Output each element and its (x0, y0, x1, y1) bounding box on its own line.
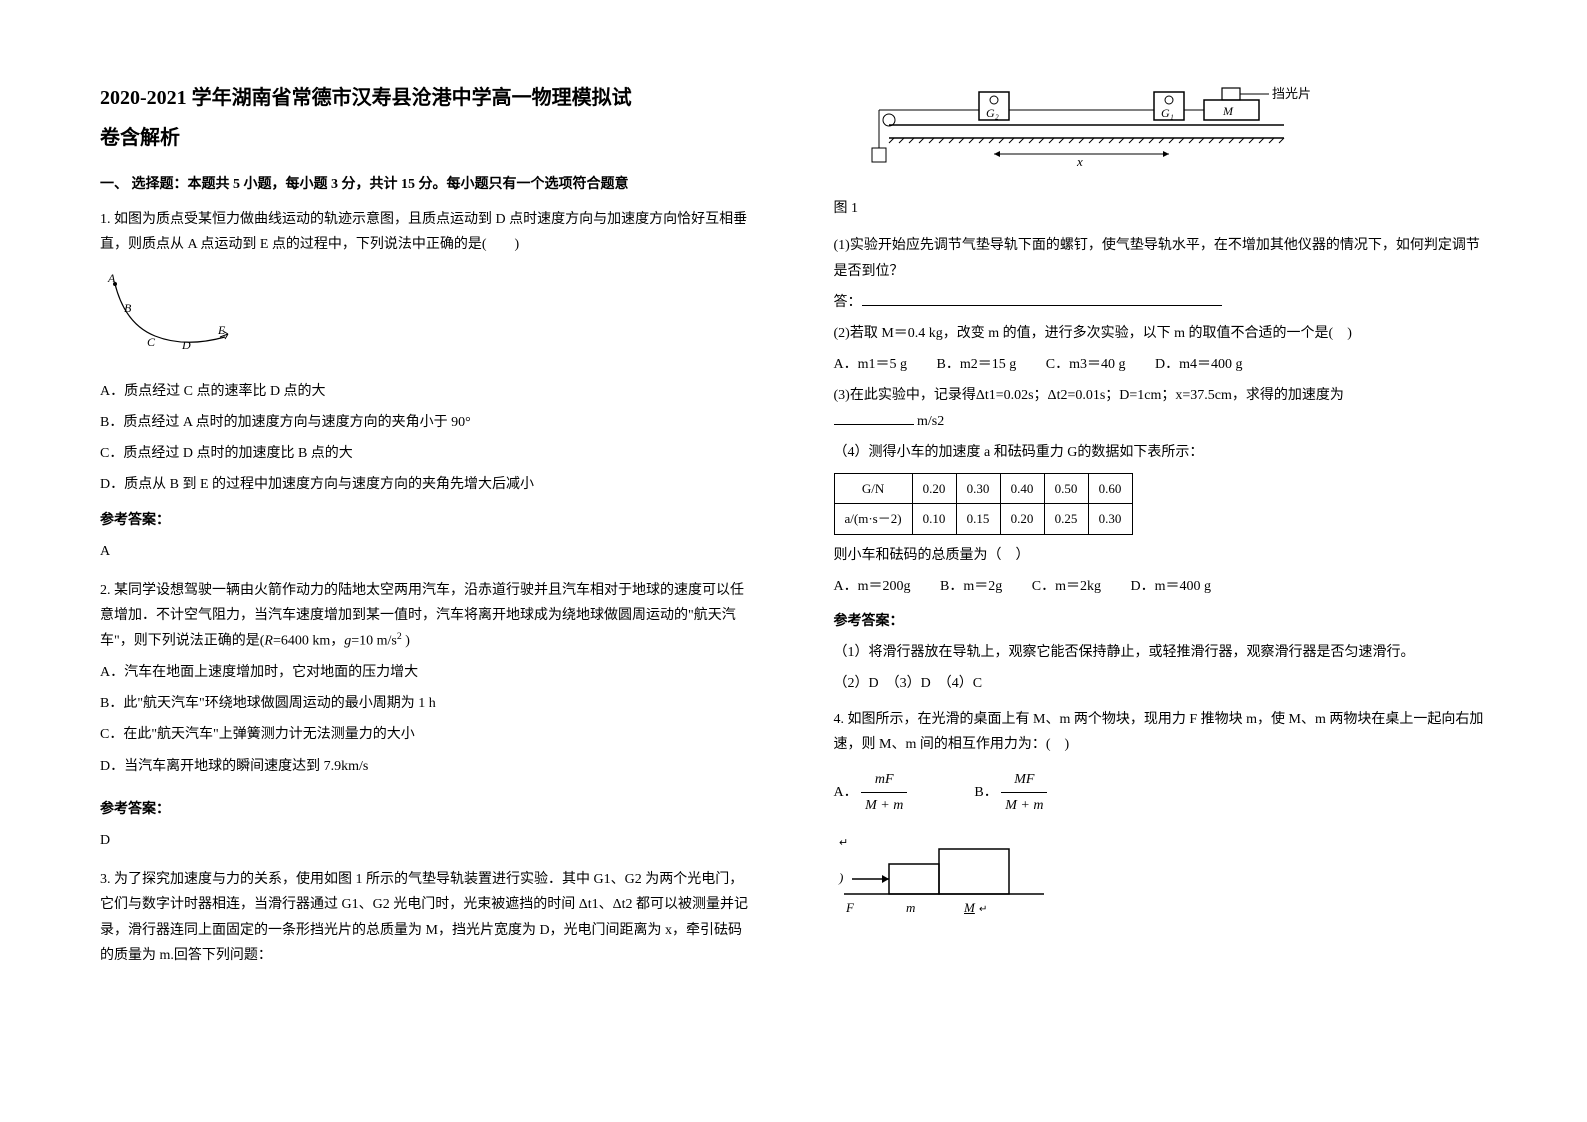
svg-text:M: M (963, 900, 976, 914)
title-line-2: 卷含解析 (100, 120, 754, 156)
q3-p3: (3)在此实验中，记录得Δt1=0.02s；Δt2=0.01s；D=1cm；x=… (834, 383, 1488, 433)
q2-opt-b: B．此"航天汽车"环绕地球做圆周运动的最小周期为 1 h (100, 691, 754, 716)
q3-figure: G₂ G₁ M 挡光片 x (834, 80, 1488, 184)
q1-opt-c: C．质点经过 D 点时的加速度比 B 点的大 (100, 441, 754, 466)
q1-answer-label: 参考答案： (100, 508, 754, 533)
q2-answer: D (100, 828, 754, 853)
q3-data-table: G/N 0.20 0.30 0.40 0.50 0.60 a/(m·s－2) 0… (834, 473, 1133, 535)
q2-opt-c: C．在此"航天汽车"上弹簧测力计无法测量力的大小 (100, 722, 754, 747)
svg-text:): ) (838, 870, 843, 885)
svg-text:M: M (1222, 104, 1234, 118)
question-3-stem: 3. 为了探究加速度与力的关系，使用如图 1 所示的气垫导轨装置进行实验．其中 … (100, 867, 754, 968)
q3-p1: (1)实验开始应先调节气垫导轨下面的螺钉，使气垫导轨水平，在不增加其他仪器的情况… (834, 233, 1488, 283)
q1-stem: 1. 如图为质点受某恒力做曲线运动的轨迹示意图，且质点运动到 D 点时速度方向与… (100, 207, 754, 257)
svg-text:G₂: G₂ (986, 106, 999, 120)
svg-text:m: m (906, 900, 915, 914)
q3-p2-options: A．m1＝5 g B．m2＝15 g C．m3＝40 g D．m4＝400 g (834, 352, 1488, 377)
right-column: G₂ G₁ M 挡光片 x 图 1 (1)实验开始应先调节气垫导轨下面的螺钉，使… (824, 80, 1488, 1082)
q3-p2: (2)若取 M＝0.4 kg，改变 m 的值，进行多次实验，以下 m 的取值不合… (834, 321, 1488, 346)
q3-p4-options: A．m＝200g B．m＝2g C．m＝2kg D．m＝400 g (834, 574, 1488, 599)
q2-opt-d: D．当汽车离开地球的瞬间速度达到 7.9km/s (100, 754, 754, 779)
svg-text:C: C (147, 335, 156, 349)
q3-p4: （4）测得小车的加速度 a 和砝码重力 G的数据如下表所示： (834, 440, 1488, 465)
q4-options-ab: A． mFM + m B． MFM + m (834, 767, 1488, 818)
q3-stem: 3. 为了探究加速度与力的关系，使用如图 1 所示的气垫导轨装置进行实验．其中 … (100, 867, 754, 968)
q1-opt-d: D．质点从 B 到 E 的过程中加速度方向与速度方向的夹角先增大后减小 (100, 472, 754, 497)
svg-text:x: x (1076, 154, 1083, 169)
q4-stem: 4. 如图所示，在光滑的桌面上有 M、m 两个物块，现用力 F 推物块 m，使 … (834, 707, 1488, 757)
svg-text:A: A (107, 274, 116, 285)
svg-text:B: B (124, 301, 132, 315)
q1-answer: A (100, 539, 754, 564)
q2-opt-a: A．汽车在地面上速度增加时，它对地面的压力增大 (100, 660, 754, 685)
q3-ans1: （1）将滑行器放在导轨上，观察它能否保持静止，或轻推滑行器，观察滑行器是否匀速滑… (834, 640, 1488, 665)
question-2: 2. 某同学设想驾驶一辆由火箭作动力的陆地太空两用汽车，沿赤道行驶并且汽车相对于… (100, 578, 754, 853)
q3-ans2: （2）D （3）D （4）C (834, 671, 1488, 696)
q2-answer-label: 参考答案： (100, 797, 754, 822)
q4-figure: ) ↵ F m M ↵ (834, 834, 1054, 914)
svg-text:↵: ↵ (839, 837, 848, 849)
q3-p4-q: 则小车和砝码的总质量为（ ） (834, 543, 1488, 568)
q3-answer-label: 参考答案： (834, 609, 1488, 634)
q3-p1-answer-line: 答： (834, 290, 1488, 315)
left-column: 2020-2021 学年湖南省常德市汉寿县沧港中学高一物理模拟试 卷含解析 一、… (100, 80, 764, 1082)
q1-opt-b: B．质点经过 A 点时的加速度方向与速度方向的夹角小于 90° (100, 410, 754, 435)
svg-text:D: D (181, 338, 191, 352)
section-1-title: 一、 选择题：本题共 5 小题，每小题 3 分，共计 15 分。每小题只有一个选… (100, 172, 754, 197)
svg-text:G₁: G₁ (1161, 106, 1174, 120)
svg-text:挡光片: 挡光片 (1272, 86, 1311, 101)
question-1: 1. 如图为质点受某恒力做曲线运动的轨迹示意图，且质点运动到 D 点时速度方向与… (100, 207, 754, 564)
table-row: a/(m·s－2) 0.10 0.15 0.20 0.25 0.30 (834, 504, 1132, 534)
q1-figure: A B C D E (100, 274, 240, 354)
question-4: 4. 如图所示，在光滑的桌面上有 M、m 两个物块，现用力 F 推物块 m，使 … (834, 707, 1488, 934)
svg-text:↵: ↵ (979, 904, 987, 914)
q2-stem: 2. 某同学设想驾驶一辆由火箭作动力的陆地太空两用汽车，沿赤道行驶并且汽车相对于… (100, 578, 754, 654)
table-row: G/N 0.20 0.30 0.40 0.50 0.60 (834, 473, 1132, 503)
q3-fig-label: 图 1 (834, 196, 1488, 221)
q1-opt-a: A．质点经过 C 点的速率比 D 点的大 (100, 379, 754, 404)
title-line-1: 2020-2021 学年湖南省常德市汉寿县沧港中学高一物理模拟试 (100, 80, 754, 116)
svg-text:F: F (845, 900, 855, 914)
